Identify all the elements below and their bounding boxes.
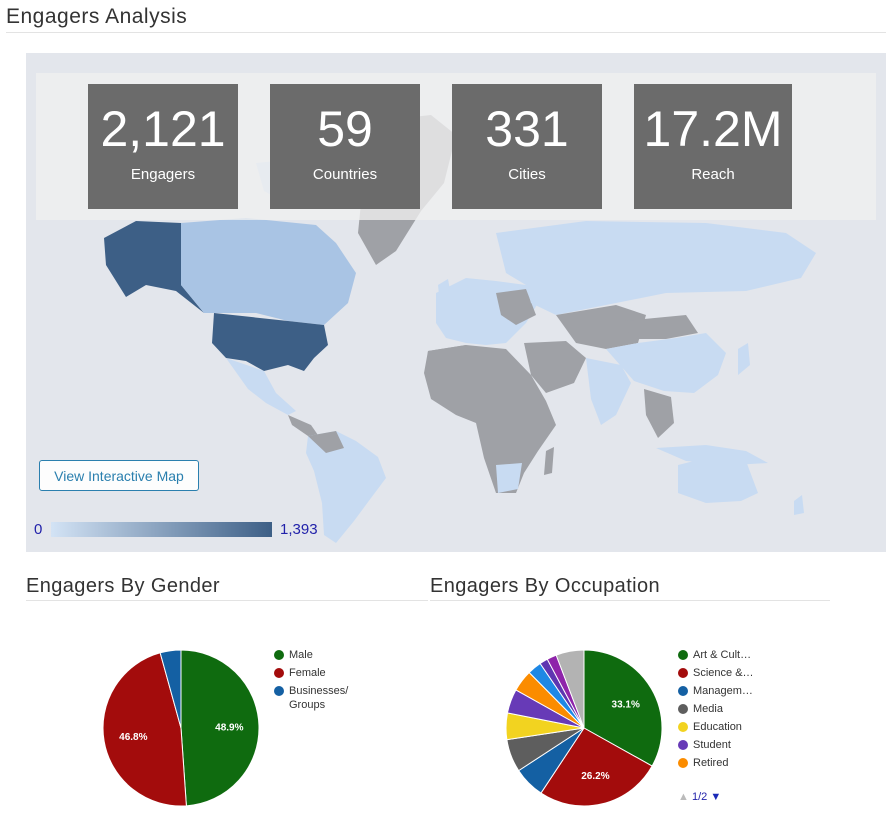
occupation-slice-10[interactable] [555,649,585,729]
world-map-panel: 2,121 Engagers 59 Countries 331 Cities 1… [26,53,886,552]
map-region-alaska [104,221,204,313]
legend-item-student[interactable]: Student [678,738,754,756]
occupation-slice-0[interactable] [583,649,663,767]
map-region-southeast-asia [644,389,674,438]
map-region-japan [738,343,750,375]
gender-section-divider [26,600,428,601]
legend-item-businesses[interactable]: Businesses/ Groups [274,684,359,716]
gender-slice-1[interactable] [102,652,187,807]
legend-min-value: 0 [34,521,43,538]
legend-label: Media [693,703,723,715]
map-region-uk [438,279,452,305]
legend-swatch [274,668,284,678]
map-region-india [586,358,631,425]
occupation-pie-chart: 33.1% 26.2% [505,649,663,807]
legend-swatch [678,704,688,714]
legend-swatch [274,650,284,660]
legend-label: Female [289,667,326,679]
stat-label: Engagers [130,166,196,183]
legend-label: Businesses/ Groups [289,685,349,711]
stat-reach: 17.2M Reach [634,84,792,209]
gender-legend: Male Female Businesses/ Groups [274,648,359,716]
color-scale-bar [51,522,272,537]
legend-item-female[interactable]: Female [274,666,359,684]
legend-label: Art & Cult… [693,649,752,661]
legend-swatch [678,650,688,660]
stat-engagers: 2,121 Engagers [88,84,238,209]
occupation-section-divider [430,600,830,601]
gender-slice-label-1: 46.8% [119,732,147,743]
stat-countries: 59 Countries [270,84,420,209]
stats-band: 2,121 Engagers 59 Countries 331 Cities 1… [36,73,876,220]
stat-value: 59 [317,101,373,157]
occupation-section-title: Engagers By Occupation [430,575,661,597]
legend-item-art-culture[interactable]: Art & Cult… [678,648,754,666]
legend-item-education[interactable]: Education [678,720,754,738]
occupation-slice-label-1: 26.2% [581,771,609,782]
map-region-madagascar [544,447,554,475]
legend-swatch [678,740,688,750]
map-region-usa [212,313,328,371]
map-region-mongolia [624,315,698,339]
view-interactive-map-button[interactable]: View Interactive Map [39,460,199,491]
map-region-new-zealand [794,495,804,515]
stat-label: Cities [508,166,546,183]
legend-swatch [678,722,688,732]
stat-value: 2,121 [100,101,226,157]
legend-max-value: 1,393 [280,521,318,538]
gender-pie-chart: 48.9% 46.8% [102,649,260,807]
gender-slice-0[interactable] [180,649,260,807]
map-region-australia [678,453,758,503]
map-region-middle-east [524,341,586,393]
occupation-slice-1[interactable] [540,727,653,807]
legend-label: Retired [693,757,729,769]
stat-label: Reach [691,166,735,183]
map-region-south-america-north [308,431,344,453]
stat-cities: 331 Cities [452,84,602,209]
legend-swatch [678,686,688,696]
stat-label: Countries [312,166,378,183]
map-region-eastern-europe [496,289,536,325]
legend-swatch [274,686,284,696]
page-title: Engagers Analysis [6,5,188,28]
occupation-slice-label-0: 33.1% [612,700,640,711]
legend-label: Science &… [693,667,754,679]
map-region-central-asia [556,305,646,349]
map-region-south-america [306,431,386,543]
title-divider [6,32,886,33]
map-region-africa [424,345,556,493]
map-region-mexico [226,358,296,415]
legend-item-retired[interactable]: Retired [678,756,754,774]
legend-label: Student [693,739,731,751]
map-region-russia [496,221,816,315]
legend-swatch [678,668,688,678]
legend-item-management[interactable]: Managem… [678,684,754,702]
legend-label: Managem… [693,685,753,697]
map-region-canada [181,218,356,325]
page-up-arrow-icon[interactable]: ▲ [678,791,689,803]
occupation-legend: Art & Cult… Science &… Managem… Media Ed… [678,648,754,774]
legend-pager: ▲ 1/2 ▼ [678,791,721,803]
stat-value: 331 [485,101,569,157]
gender-slice-label-0: 48.9% [215,722,243,733]
map-region-china [606,333,726,393]
page-down-arrow-icon[interactable]: ▼ [710,791,722,803]
map-region-north-africa [426,345,481,383]
stat-value: 17.2M [643,101,783,157]
legend-swatch [678,758,688,768]
legend-item-male[interactable]: Male [274,648,359,666]
legend-item-science[interactable]: Science &… [678,666,754,684]
pager-label: 1/2 [691,791,708,803]
gender-section-title: Engagers By Gender [26,575,220,597]
map-region-central-america [288,415,320,438]
legend-item-media[interactable]: Media [678,702,754,720]
map-region-south-africa [496,463,522,493]
legend-label: Male [289,649,313,661]
legend-label: Education [693,721,742,733]
gender-slice-2[interactable] [159,649,182,729]
